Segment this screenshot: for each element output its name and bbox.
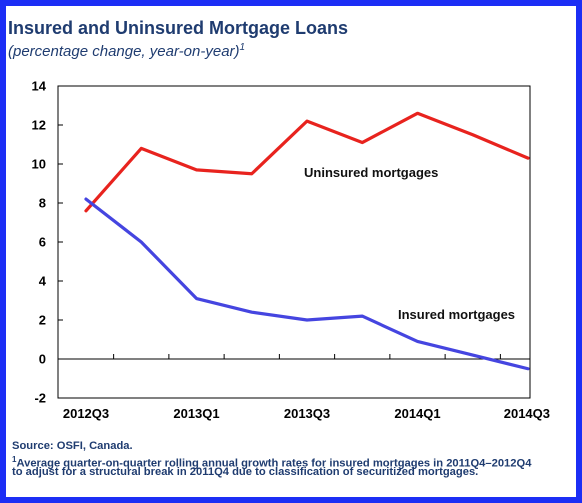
y-tick-label-10: 10 <box>32 157 46 172</box>
x-tick-label-2013Q3: 2013Q3 <box>284 406 330 421</box>
y-tick-label-8: 8 <box>39 196 46 211</box>
y-tick-label-6: 6 <box>39 235 46 250</box>
y-tick-label--2: -2 <box>34 391 46 406</box>
chart-subtitle: (percentage change, year-on-year)1 <box>8 42 245 60</box>
footnote-mark: 1 <box>12 455 17 464</box>
y-tick-label-14: 14 <box>32 79 47 94</box>
y-tick-label-2: 2 <box>39 313 46 328</box>
x-tick-label-2012Q3: 2012Q3 <box>63 406 109 421</box>
subtitle-footnote-mark: 1 <box>239 42 246 53</box>
x-tick-label-2013Q1: 2013Q1 <box>173 406 219 421</box>
source-note: Source: OSFI, Canada. <box>12 440 133 452</box>
x-tick-label-2014Q3: 2014Q3 <box>504 406 550 421</box>
y-tick-label-12: 12 <box>32 118 46 133</box>
footnote-line-2: to adjust for a structural break in 2011… <box>12 466 479 478</box>
footnote-text-1: Average quarter-on-quarter rolling annua… <box>16 457 532 470</box>
subtitle-text: (percentage change, year-on-year) <box>8 43 240 60</box>
series-line-uninsured <box>84 111 530 213</box>
x-tick-label-2014Q1: 2014Q1 <box>394 406 440 421</box>
footnote-line-1: 1Average quarter-on-quarter rolling annu… <box>12 453 531 471</box>
y-tick-label-4: 4 <box>39 274 47 289</box>
y-tick-label-0: 0 <box>39 352 46 367</box>
chart-title: Insured and Uninsured Mortgage Loans <box>8 18 349 38</box>
series-label-insured: Insured mortgages <box>398 307 515 322</box>
series-line-insured <box>84 197 530 371</box>
series-label-uninsured: Uninsured mortgages <box>304 165 438 180</box>
